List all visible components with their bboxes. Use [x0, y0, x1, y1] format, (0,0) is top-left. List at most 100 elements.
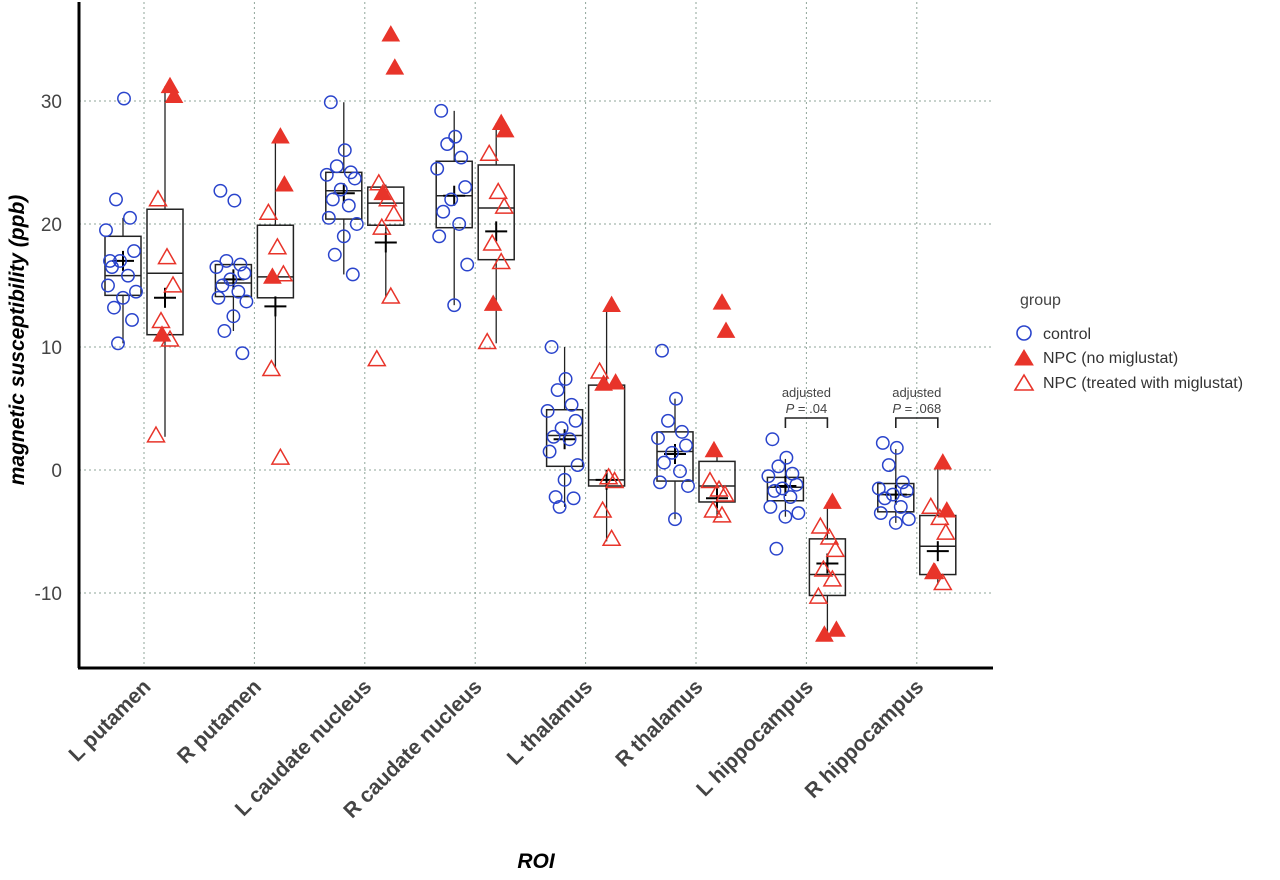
filled-triangle-icon [1014, 349, 1034, 366]
legend-label-npc-no-miglustat: NPC (no miglustat) [1043, 350, 1178, 367]
control-point [557, 472, 572, 487]
control-point [558, 372, 573, 386]
npc-no-miglustat-point [271, 127, 290, 144]
npc-no-miglustat-point [275, 175, 294, 192]
control-point [103, 253, 117, 268]
npc-treated-point [601, 528, 622, 547]
npc-treated-point [482, 233, 502, 251]
control-point [101, 278, 115, 293]
control-point [873, 506, 888, 520]
control-point [452, 217, 467, 231]
npc-treated-point [146, 425, 166, 443]
npc-no-miglustat-point [385, 58, 405, 75]
control-point [568, 413, 583, 428]
control-point [434, 103, 449, 118]
annotation-p-value: P = .068 [892, 401, 941, 416]
npc-no-miglustat-point [373, 183, 393, 201]
control-point [209, 260, 224, 274]
control-point [325, 192, 340, 207]
control-point [444, 192, 459, 207]
control-point [669, 391, 683, 406]
control-point [763, 499, 778, 514]
control-point [226, 309, 241, 324]
control-point [893, 499, 908, 514]
control-point [211, 290, 226, 305]
control-point [888, 515, 903, 530]
p-symbol: P [786, 401, 795, 416]
box-control [435, 110, 473, 306]
legend-label-npc-treated: NPC (treated with miglustat) [1043, 375, 1243, 392]
npc-treated-point [477, 332, 497, 350]
axes [77, 2, 993, 670]
npc-treated-point [933, 573, 953, 591]
control-point [430, 161, 445, 176]
p-symbol: P [892, 401, 901, 416]
control-point [761, 469, 776, 484]
npc-no-miglustat-point [827, 620, 846, 637]
npc-no-miglustat-point [495, 121, 515, 138]
iqr-box [545, 408, 584, 468]
npc-no-miglustat-point [937, 501, 957, 518]
control-point [233, 257, 248, 272]
y-tick-label: -10 [35, 584, 62, 605]
control-point [679, 438, 693, 453]
npc-treated-point [261, 359, 282, 377]
control-point [341, 198, 356, 213]
control-point [554, 421, 569, 436]
control-point [111, 336, 125, 351]
control-point [783, 490, 798, 505]
npc-treated-point [700, 471, 720, 489]
legend-label-control: control [1043, 326, 1091, 343]
npc-no-miglustat-point [933, 453, 953, 470]
control-point [336, 229, 351, 244]
control-point [881, 458, 896, 473]
control-point [107, 300, 121, 315]
control-point [319, 167, 334, 182]
npc-treated-point [819, 527, 840, 545]
npc-treated-point [808, 586, 829, 604]
box-NPC [256, 137, 295, 368]
control-point [655, 343, 669, 358]
legend: group control NPC (no miglustat) NPC (tr… [1013, 292, 1243, 392]
box-control [325, 102, 363, 275]
box-control [877, 449, 915, 523]
control-point [123, 210, 137, 225]
control-point [771, 459, 786, 474]
npc-treated-point [715, 484, 735, 502]
npc-treated-point [712, 505, 732, 523]
npc-no-miglustat-point [712, 293, 732, 310]
control-point [871, 481, 886, 496]
control-point [448, 129, 463, 144]
control-point [432, 229, 447, 244]
open-triangle-icon [1013, 373, 1035, 391]
npc-no-miglustat-point [823, 492, 842, 509]
control-point [219, 253, 234, 268]
box-NPC [587, 306, 626, 542]
data-points [99, 25, 957, 642]
control-point [767, 483, 782, 498]
npc-no-miglustat-point [606, 373, 625, 390]
control-point [901, 512, 916, 527]
open-circle-icon [1016, 325, 1032, 341]
npc-treated-point [936, 522, 956, 540]
box-NPC [698, 452, 736, 518]
npc-treated-point [589, 361, 610, 379]
control-point [570, 458, 585, 473]
annotation-label: adjusted [892, 385, 941, 400]
p-value-text: = .068 [901, 401, 941, 416]
npc-treated-point [148, 189, 168, 207]
box-NPC [367, 184, 405, 297]
npc-treated-point [604, 471, 625, 489]
npc-no-miglustat-point [164, 86, 184, 103]
control-point [105, 260, 119, 274]
control-point [116, 290, 130, 305]
control-point [653, 475, 667, 490]
control-point [349, 217, 364, 231]
y-tick-labels: -10 0 10 20 30 [35, 92, 62, 605]
legend-item-npc-no-miglustat: NPC (no miglustat) [1014, 349, 1178, 367]
npc-treated-point [273, 264, 294, 282]
npc-treated-point [479, 143, 499, 162]
control-point [460, 257, 475, 272]
control-point [668, 512, 682, 527]
